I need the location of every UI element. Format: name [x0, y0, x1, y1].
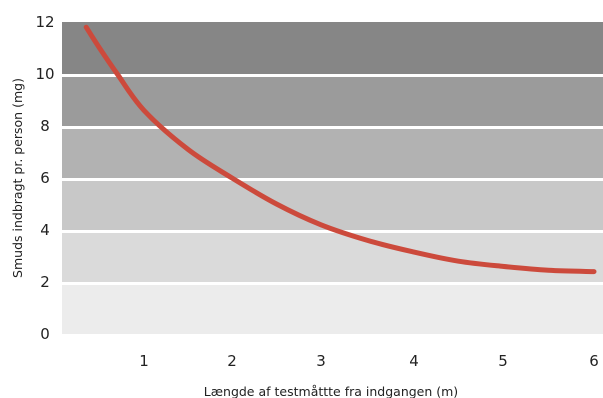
x-axis-ticks: 1 2 3 4 5 6 [139, 352, 599, 370]
background-band-2 [62, 181, 603, 230]
x-tick-label-4: 4 [409, 352, 419, 370]
background-band-1 [62, 233, 603, 282]
x-tick-label-3: 3 [316, 352, 326, 370]
x-tick-label-1: 1 [139, 352, 149, 370]
x-tick-label-5: 5 [498, 352, 508, 370]
y-tick-label-0: 0 [40, 325, 50, 343]
y-tick-label-12: 12 [35, 13, 54, 31]
background-bands [62, 22, 603, 334]
background-band-0 [62, 285, 603, 334]
background-band-3 [62, 129, 603, 178]
y-axis-label: Smuds indbragt pr. person (mg) [10, 78, 25, 278]
y-tick-label-4: 4 [40, 221, 50, 239]
y-tick-label-6: 6 [40, 169, 50, 187]
x-axis-label: Længde af testmåttte fra indgangen (m) [204, 384, 458, 398]
x-tick-label-6: 6 [589, 352, 599, 370]
background-band-5 [62, 22, 603, 74]
x-tick-label-2: 2 [227, 352, 237, 370]
series-line-0 [83, 24, 597, 275]
y-tick-label-2: 2 [40, 273, 50, 291]
y-tick-label-10: 10 [35, 65, 54, 83]
background-band-4 [62, 77, 603, 126]
y-tick-label-8: 8 [40, 117, 50, 135]
y-axis-ticks: 0 2 4 6 8 10 12 [35, 13, 54, 343]
series-group [83, 24, 597, 275]
